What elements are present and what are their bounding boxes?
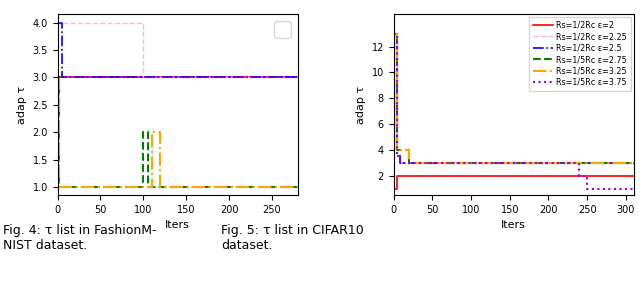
Rs=1/5Rc ε=3.75 <box>390 155 397 158</box>
Rs=1/5Rc ε=2.75 <box>390 148 397 152</box>
Rs=1/5Rc ε=3.75 <box>583 174 591 177</box>
Rs=1/2Rc ε=2 <box>630 174 637 177</box>
Text: Fig. 4: τ list in FashionM-
NIST dataset.: Fig. 4: τ list in FashionM- NIST dataset… <box>3 224 157 252</box>
Rs=1/2Rc ε=2.5 <box>396 155 404 158</box>
Rs=1/2Rc ε=2.25 <box>396 161 404 164</box>
X-axis label: Iters: Iters <box>165 220 190 230</box>
Rs=1/2Rc ε=2.5 <box>390 155 397 158</box>
Rs=1/5Rc ε=2.75 <box>405 161 413 164</box>
Rs=1/5Rc ε=3.25 <box>420 161 428 164</box>
Rs=1/2Rc ε=2 <box>394 187 401 191</box>
Rs=1/2Rc ε=2 <box>397 174 405 177</box>
Line: Rs=1/5Rc ε=3.75: Rs=1/5Rc ε=3.75 <box>394 34 634 189</box>
Rs=1/2Rc ε=2.25 <box>396 155 404 158</box>
Rs=1/5Rc ε=2.75 <box>420 161 428 164</box>
Line: Rs=1/2Rc ε=2.25: Rs=1/2Rc ε=2.25 <box>394 34 634 163</box>
Y-axis label: adap τ: adap τ <box>17 86 27 124</box>
Rs=1/2Rc ε=2.25 <box>394 32 401 36</box>
Rs=1/5Rc ε=2.75 <box>394 148 401 152</box>
Rs=1/2Rc ε=2.25 <box>390 155 397 158</box>
Rs=1/2Rc ε=2 <box>397 174 405 177</box>
Rs=1/2Rc ε=2 <box>390 161 397 164</box>
Line: Rs=1/5Rc ε=2.75: Rs=1/5Rc ε=2.75 <box>394 34 634 163</box>
Rs=1/5Rc ε=3.75 <box>394 32 401 36</box>
Rs=1/5Rc ε=2.75 <box>397 148 405 152</box>
Rs=1/2Rc ε=2.5 <box>394 32 401 36</box>
Rs=1/5Rc ε=2.75 <box>405 148 413 152</box>
Rs=1/2Rc ε=2.5 <box>630 161 637 164</box>
Text: Fig. 5: τ list in CIFAR10
dataset.: Fig. 5: τ list in CIFAR10 dataset. <box>221 224 364 252</box>
Rs=1/2Rc ε=2.5 <box>396 161 404 164</box>
Rs=1/5Rc ε=3.25 <box>397 148 405 152</box>
Rs=1/5Rc ε=3.75 <box>394 155 401 158</box>
Rs=1/5Rc ε=3.75 <box>396 161 404 164</box>
Legend:  <box>274 21 291 38</box>
Rs=1/5Rc ε=3.75 <box>396 155 404 158</box>
Rs=1/5Rc ε=2.75 <box>420 161 428 164</box>
Rs=1/5Rc ε=3.25 <box>405 161 413 164</box>
X-axis label: Iters: Iters <box>501 220 526 230</box>
Rs=1/5Rc ε=2.75 <box>397 148 405 152</box>
Rs=1/5Rc ε=2.75 <box>630 161 637 164</box>
Rs=1/5Rc ε=3.25 <box>390 32 397 36</box>
Rs=1/5Rc ε=3.25 <box>405 148 413 152</box>
Rs=1/2Rc ε=2.25 <box>630 161 637 164</box>
Rs=1/5Rc ε=3.75 <box>583 187 591 191</box>
Rs=1/5Rc ε=3.75 <box>575 161 583 164</box>
Rs=1/2Rc ε=2 <box>394 174 401 177</box>
Rs=1/2Rc ε=2.25 <box>394 155 401 158</box>
Rs=1/5Rc ε=3.25 <box>394 148 401 152</box>
Rs=1/2Rc ε=2.5 <box>390 32 397 36</box>
Rs=1/5Rc ε=3.25 <box>394 32 401 36</box>
Rs=1/5Rc ε=3.75 <box>390 32 397 36</box>
Rs=1/2Rc ε=2.5 <box>394 155 401 158</box>
Rs=1/2Rc ε=2 <box>390 187 397 191</box>
Y-axis label: adap τ: adap τ <box>356 86 366 124</box>
Rs=1/5Rc ε=2.75 <box>394 32 401 36</box>
Line: Rs=1/2Rc ε=2.5: Rs=1/2Rc ε=2.5 <box>394 34 634 163</box>
Rs=1/5Rc ε=3.75 <box>575 174 583 177</box>
Rs=1/5Rc ε=3.25 <box>420 161 428 164</box>
Legend: Rs=1/2Rc ε=2, Rs=1/2Rc ε=2.25, Rs=1/2Rc ε=2.5, Rs=1/5Rc ε=2.75, Rs=1/5Rc ε=3.25,: Rs=1/2Rc ε=2, Rs=1/2Rc ε=2.25, Rs=1/2Rc … <box>529 17 631 91</box>
Rs=1/5Rc ε=3.75 <box>630 187 637 191</box>
Line: Rs=1/5Rc ε=3.25: Rs=1/5Rc ε=3.25 <box>394 34 634 163</box>
Rs=1/2Rc ε=2.25 <box>390 32 397 36</box>
Rs=1/5Rc ε=3.25 <box>390 148 397 152</box>
Line: Rs=1/2Rc ε=2: Rs=1/2Rc ε=2 <box>394 163 634 189</box>
Rs=1/5Rc ε=3.25 <box>630 161 637 164</box>
Rs=1/5Rc ε=3.25 <box>397 148 405 152</box>
Rs=1/5Rc ε=2.75 <box>390 32 397 36</box>
